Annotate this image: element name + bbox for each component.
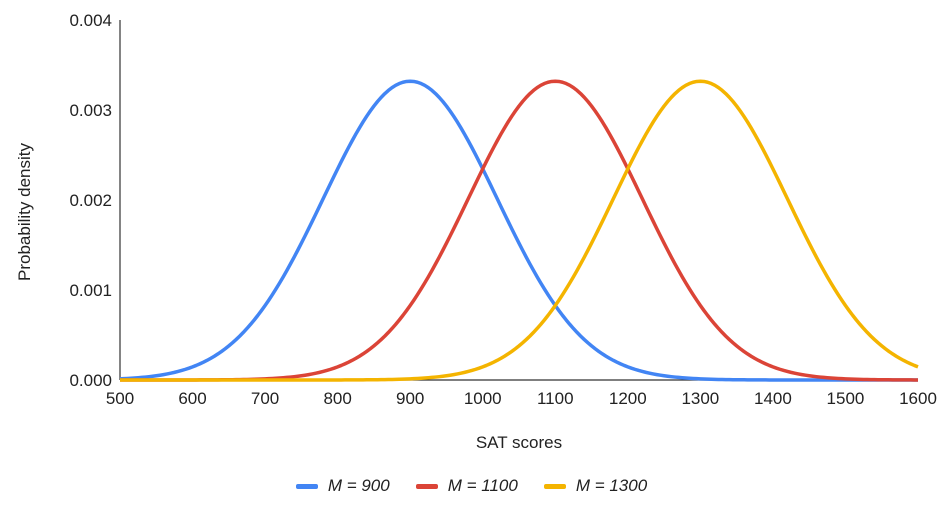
- y-tick-label: 0.002: [69, 191, 112, 210]
- x-tick-label: 700: [251, 389, 279, 408]
- legend: M = 900 M = 1100 M = 1300: [0, 476, 943, 496]
- legend-swatch-m1300: [543, 483, 566, 489]
- y-axis-title: Probability density: [15, 143, 34, 281]
- series-line-900: [119, 79, 918, 382]
- x-tick-label: 1600: [899, 389, 937, 408]
- legend-item-m900[interactable]: M = 900: [295, 476, 390, 496]
- legend-swatch-m900: [295, 483, 318, 489]
- x-tick-label: 1000: [464, 389, 502, 408]
- legend-swatch-m1100: [415, 483, 438, 489]
- x-tick-label: 1500: [827, 389, 865, 408]
- y-tick-label: 0.000: [69, 371, 112, 390]
- x-tick-label: 800: [323, 389, 351, 408]
- legend-label-m1100: M = 1100: [447, 476, 518, 495]
- x-tick-label: 500: [106, 389, 134, 408]
- legend-label-m900: M = 900: [327, 476, 390, 495]
- y-tick-label: 0.003: [69, 101, 112, 120]
- x-tick-label: 1300: [681, 389, 719, 408]
- series-line-1300: [120, 79, 919, 382]
- legend-label-m1300: M = 1300: [575, 476, 648, 495]
- x-tick-label: 900: [396, 389, 424, 408]
- x-axis-title: SAT scores: [476, 433, 562, 452]
- chart: 0.000 0.001 0.002 0.003 0.004 500 600 700 800 90…: [15, 11, 937, 452]
- y-tick-label: 0.001: [69, 281, 112, 300]
- legend-item-m1100[interactable]: M = 1100: [415, 476, 518, 496]
- x-tick-label: 1100: [537, 389, 574, 408]
- x-tick-label: 1400: [754, 389, 792, 408]
- legend-item-m1300[interactable]: M = 1300: [543, 476, 648, 496]
- x-tick-label: 1200: [609, 389, 647, 408]
- y-tick-label: 0.004: [69, 11, 112, 30]
- x-tick-label: 600: [178, 389, 206, 408]
